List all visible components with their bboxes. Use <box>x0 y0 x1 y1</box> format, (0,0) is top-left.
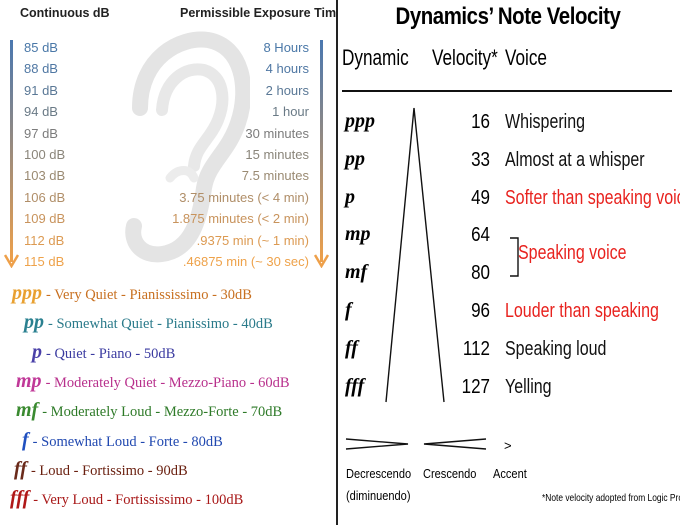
dynamic-symbol: ppp <box>12 282 42 304</box>
left-gradient-arrow <box>10 40 13 262</box>
decrescendo-label: Decrescendo <box>346 466 412 481</box>
ear-icon <box>125 31 250 263</box>
dynamic-list-item: pp - Somewhat Quiet - Pianissimo - 40dB <box>24 311 273 334</box>
voice-description: Yelling <box>505 375 552 398</box>
db-level: 106 dB <box>24 189 66 205</box>
velocity-title: Dynamics’ Note Velocity <box>395 3 621 30</box>
dynamic-description: - Somewhat Quiet - Pianissimo - 40dB <box>48 316 273 333</box>
velocity-dynamic: mp <box>345 223 371 246</box>
dynamic-symbol: p <box>32 340 42 363</box>
velocity-dynamic: fff <box>345 374 365 397</box>
exposure-time: 30 minutes <box>245 125 309 141</box>
dynamic-symbol: f <box>22 428 29 451</box>
right-gradient-arrow <box>320 40 323 262</box>
crescendo-triangle <box>385 107 445 403</box>
velocity-dynamic: f <box>345 299 352 321</box>
db-level: 109 dB <box>24 211 66 227</box>
voice-description: Almost at a whisper <box>505 148 645 171</box>
db-level: 91 dB <box>24 82 58 98</box>
voice-description: Speaking loud <box>505 337 607 360</box>
dynamic-description: - Very Loud - Fortississimo - 100dB <box>33 492 244 509</box>
exposure-time: .9375 min (~ 1 min) <box>196 232 309 248</box>
dynamic-symbol: pp <box>24 311 44 334</box>
velocity-value: 49 <box>471 186 490 209</box>
exposure-panel: Continuous dB Permissible Exposure Time … <box>0 0 336 525</box>
exposure-time: 4 hours <box>265 61 309 77</box>
db-level: 94 dB <box>24 104 58 120</box>
left-arrowhead-icon <box>4 254 19 268</box>
dynamic-description: - Quiet - Piano - 50dB <box>46 345 176 362</box>
decrescendo-icon <box>345 438 409 450</box>
dynamic-description: - Very Quiet - Pianississimo - 30dB <box>46 287 252 303</box>
db-level: 85 dB <box>24 40 58 55</box>
exposure-time: 1 hour <box>272 104 309 120</box>
velocity-dynamic: p <box>345 185 355 208</box>
speaking-voice-bracket <box>510 237 519 277</box>
dynamic-description: - Somewhat Loud - Forte - 80dB <box>32 433 223 450</box>
crescendo-label: Crescendo <box>423 466 477 481</box>
diminuendo-label: (diminuendo) <box>346 488 411 503</box>
velocity-value: 127 <box>461 375 490 398</box>
speaking-voice-label: Speaking voice <box>518 242 627 264</box>
dynamic-list-item: ff - Loud - Fortissimo - 90dB <box>14 458 188 481</box>
dynamic-list-item: fff - Very Loud - Fortississimo - 100dB <box>10 487 243 510</box>
voice-description: Louder than speaking <box>505 300 659 322</box>
accent-icon: > <box>504 438 512 453</box>
dynamic-symbol: mp <box>16 369 42 392</box>
dynamic-list-item: p- Quiet - Piano - 50dB <box>32 341 175 364</box>
db-level: 88 dB <box>24 61 58 77</box>
time-column-header: Permissible Exposure Time <box>180 6 336 20</box>
dynamic-list-item: mf - Moderately Loud - Mezzo-Forte - 70dB <box>16 399 282 422</box>
voice-description: Softer than speaking voice <box>505 186 680 209</box>
dynamic-list-item: f- Somewhat Loud - Forte - 80dB <box>22 429 223 452</box>
velocity-value: 16 <box>471 111 490 133</box>
exposure-time: 7.5 minutes <box>241 168 309 184</box>
exposure-time: 2 hours <box>265 82 309 98</box>
velocity-panel: Dynamics’ Note Velocity Dynamic Velocity… <box>338 0 680 525</box>
db-column-header: Continuous dB <box>20 6 110 20</box>
dynamic-description: - Loud - Fortissimo - 90dB <box>30 462 188 479</box>
panel-divider <box>336 0 338 525</box>
velocity-dynamic: mf <box>345 261 368 284</box>
dynamic-symbol: fff <box>10 487 30 510</box>
db-level: 112 dB <box>24 232 65 248</box>
voice-column-header: Voice <box>505 45 547 70</box>
velocity-dynamic: pp <box>345 147 365 170</box>
velocity-dynamic: ff <box>345 336 358 359</box>
exposure-time: 8 Hours <box>263 40 309 55</box>
dynamic-list-item: mp - Moderately Quiet - Mezzo-Piano - 60d… <box>16 370 290 393</box>
dynamic-symbol: ff <box>14 457 27 480</box>
velocity-value: 33 <box>471 148 490 171</box>
exposure-time: 3.75 minutes (< 4 min) <box>179 189 309 205</box>
header-rule <box>342 90 672 92</box>
dynamic-description: - Moderately Loud - Mezzo-Forte - 70dB <box>42 404 283 421</box>
db-level: 97 dB <box>24 125 58 141</box>
velocity-value: 112 <box>462 337 490 360</box>
exposure-time: 15 minutes <box>245 147 309 162</box>
exposure-time: .46875 min (~ 30 sec) <box>182 254 309 269</box>
accent-label: Accent <box>493 466 527 481</box>
db-level: 115 dB <box>24 254 65 269</box>
dynamic-symbol: mf <box>16 399 39 422</box>
dynamic-column-header: Dynamic <box>342 45 409 70</box>
velocity-column-header: Velocity* <box>432 45 498 70</box>
velocity-value: 64 <box>471 224 490 247</box>
dynamic-description: - Moderately Quiet - Mezzo-Piano - 60dB <box>45 374 290 391</box>
velocity-value: 96 <box>471 300 490 322</box>
velocity-dynamic: ppp <box>345 110 375 132</box>
footnote: *Note velocity adopted from Logic Pro <box>542 492 680 504</box>
right-arrowhead-icon <box>314 254 329 268</box>
voice-description: Whispering <box>505 111 586 133</box>
db-level: 103 dB <box>24 168 66 184</box>
exposure-time: 1.875 minutes (< 2 min) <box>172 211 309 227</box>
dynamic-list-item: ppp - Very Quiet - Pianississimo - 30dB <box>12 282 252 305</box>
crescendo-icon <box>423 438 487 450</box>
velocity-value: 80 <box>471 262 490 285</box>
db-level: 100 dB <box>24 147 66 162</box>
